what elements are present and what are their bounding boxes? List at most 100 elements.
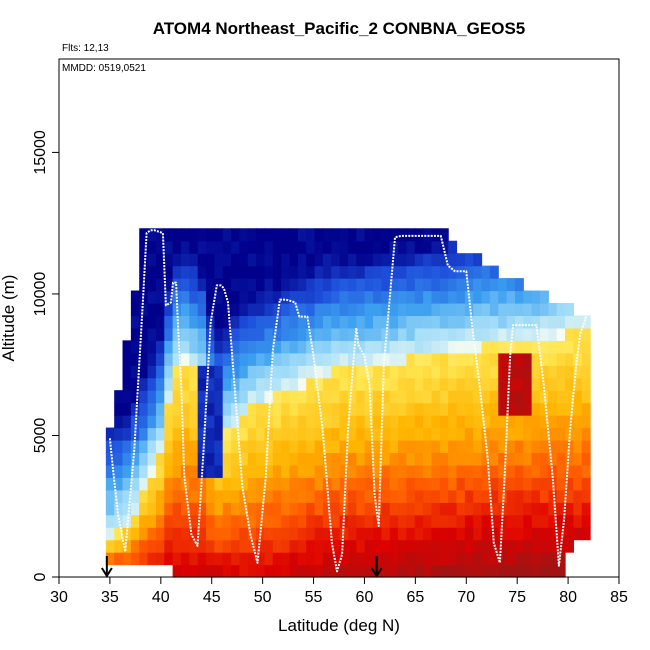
heatmap-cell (155, 240, 165, 254)
heatmap-cell (147, 377, 157, 391)
heatmap-cell (155, 265, 165, 279)
heatmap-cell (155, 303, 165, 317)
heatmap-cell (247, 377, 257, 391)
heatmap-cell (347, 240, 357, 254)
heatmap-cell (247, 303, 257, 317)
heatmap-cell (539, 464, 549, 478)
heatmap-cell (130, 477, 140, 491)
heatmap-cell (272, 427, 282, 441)
heatmap-cell (423, 290, 433, 304)
heatmap-cell (548, 377, 558, 391)
heatmap-cell (565, 489, 574, 503)
heatmap-cell (155, 539, 165, 553)
heatmap-cell (231, 340, 241, 354)
heatmap-cell (189, 240, 199, 254)
heatmap-cell (356, 253, 366, 267)
heatmap-cell (389, 390, 399, 404)
heatmap-cell (339, 402, 349, 416)
heatmap-cell (364, 315, 374, 329)
heatmap-cell (347, 327, 357, 341)
heatmap-cell (130, 290, 140, 304)
heatmap-cell (105, 502, 115, 516)
heatmap-cell (431, 539, 441, 553)
heatmap-cell (114, 489, 124, 503)
heatmap-cell (306, 327, 316, 341)
heatmap-cell (489, 265, 499, 279)
heatmap-cell (431, 564, 441, 578)
heatmap-cell (389, 377, 399, 391)
heatmap-cell (548, 440, 558, 454)
heatmap-cell (297, 440, 307, 454)
heatmap-cell (556, 477, 566, 491)
heatmap-cell (523, 327, 533, 341)
heatmap-cell (389, 352, 399, 366)
heatmap-cell (206, 352, 215, 366)
heatmap-cell (514, 427, 524, 441)
heatmap-cell (514, 315, 524, 329)
heatmap-cell (514, 365, 524, 379)
heatmap-cell (306, 365, 316, 379)
heatmap-cell (464, 365, 474, 379)
heatmap-cell (197, 427, 207, 441)
heatmap-cell (180, 278, 190, 292)
heatmap-cell (297, 315, 307, 329)
heatmap-cell (222, 365, 232, 379)
heatmap-cell (565, 464, 574, 478)
heatmap-cell (356, 452, 366, 466)
heatmap-cell (314, 552, 324, 566)
heatmap-cell (147, 390, 157, 404)
heatmap-cell (164, 327, 174, 341)
heatmap-cell (155, 440, 165, 454)
heatmap-cell (398, 352, 407, 366)
heatmap-cell (514, 514, 524, 528)
heatmap-cell (531, 303, 541, 317)
heatmap-cell (147, 402, 157, 416)
heatmap-cell (281, 539, 291, 553)
heatmap-cell (481, 365, 491, 379)
heatmap-cell (406, 327, 416, 341)
heatmap-cell (130, 440, 140, 454)
heatmap-cell (456, 352, 466, 366)
heatmap-cell (556, 377, 566, 391)
heatmap-cell (289, 315, 299, 329)
heatmap-cell (231, 564, 241, 578)
heatmap-cell (398, 477, 407, 491)
heatmap-cell (147, 265, 157, 279)
heatmap-cell (531, 539, 541, 553)
heatmap-cell (314, 502, 324, 516)
heatmap-cell (389, 228, 399, 242)
heatmap-cell (206, 527, 215, 541)
heatmap-cell (431, 365, 441, 379)
heatmap-cell (281, 377, 291, 391)
heatmap-cell (306, 377, 316, 391)
heatmap-cell (180, 440, 190, 454)
heatmap-cell (556, 552, 566, 566)
heatmap-cell (314, 352, 324, 366)
heatmap-cell (373, 265, 382, 279)
heatmap-cell (423, 514, 433, 528)
heatmap-cell (464, 402, 474, 416)
heatmap-cell (506, 315, 516, 329)
heatmap-cell (264, 340, 274, 354)
heatmap-cell (172, 327, 182, 341)
heatmap-cell (398, 315, 407, 329)
heatmap-cell (347, 228, 357, 242)
heatmap-cell (464, 340, 474, 354)
heatmap-cell (364, 415, 374, 429)
heatmap-cell (297, 327, 307, 341)
heatmap-cell (272, 327, 282, 341)
heatmap-cell (231, 265, 241, 279)
heatmap-cell (539, 489, 549, 503)
heatmap-cell (506, 514, 516, 528)
heatmap-cell (523, 527, 533, 541)
heatmap-cell (548, 315, 558, 329)
heatmap-cell (281, 365, 291, 379)
heatmap-cell (448, 452, 458, 466)
heatmap-cell (573, 464, 583, 478)
heatmap-cell (189, 352, 199, 366)
heatmap-cell (256, 228, 266, 242)
heatmap-cell (289, 228, 299, 242)
heatmap-cell (514, 440, 524, 454)
heatmap-cell (548, 564, 558, 578)
heatmap-cell (398, 452, 407, 466)
